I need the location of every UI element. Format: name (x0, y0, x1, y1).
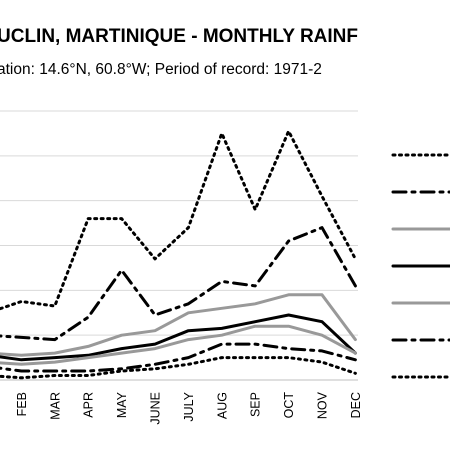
x-tick-label: JUNE (149, 392, 163, 425)
series-line-5 (0, 324, 357, 366)
x-tick-label: DEC (349, 392, 363, 418)
x-tick-label: OCT (282, 392, 296, 419)
series-lines (0, 129, 357, 380)
series-line-1 (0, 129, 357, 311)
legend (391, 153, 450, 379)
chart-title: UCLIN, MARTINIQUE - MONTHLY RAINF (0, 26, 358, 47)
x-tick-label: JULY (182, 391, 196, 421)
x-tick-label: FEB (15, 392, 29, 416)
x-tick-label: MAY (115, 391, 129, 418)
chart-subtitle: ation: 14.6°N, 60.8°W; Period of record:… (0, 61, 322, 78)
x-tick-label: MAR (48, 392, 62, 420)
series-line-6 (0, 342, 357, 373)
x-tick-labels: FEB MAR APR MAY JUNE JULY AUG SEP OCT NOV DEC (15, 391, 363, 424)
series-line-4 (0, 313, 357, 362)
series-line-7 (0, 356, 357, 380)
x-tick-label: SEP (249, 392, 263, 417)
series-line-3 (0, 293, 357, 357)
series-line-2 (0, 226, 357, 342)
x-tick-label: NOV (316, 391, 330, 419)
x-tick-label: AUG (215, 392, 229, 419)
x-tick-label: APR (82, 392, 96, 418)
